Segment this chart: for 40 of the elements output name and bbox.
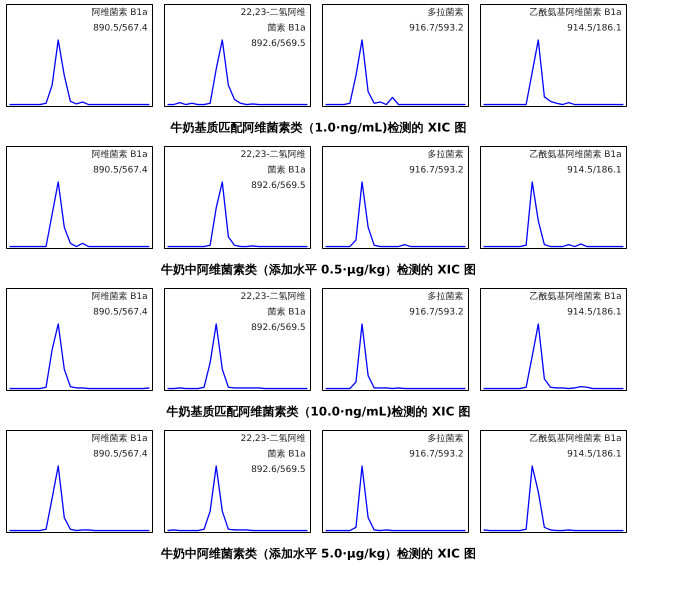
text: 多拉菌素 bbox=[428, 432, 464, 444]
text: 牛奶基质匹配阿维菌素类（1.0·ng/mL)检测的 XIC 图 bbox=[170, 120, 466, 134]
text: 多拉菌素 bbox=[428, 148, 464, 160]
text: 阿维菌素 B1a bbox=[91, 148, 148, 160]
text: 916.7/593.2 bbox=[409, 449, 464, 460]
text: 914.5/186.1 bbox=[567, 165, 622, 176]
text: 菌素 B1a bbox=[267, 22, 306, 34]
text: 菌素 B1a bbox=[267, 164, 306, 176]
text: 22,23-二氢阿维 bbox=[240, 148, 306, 160]
text: 890.5/567.4 bbox=[93, 307, 148, 318]
text: 916.7/593.2 bbox=[409, 165, 464, 176]
text: 22,23-二氢阿维 bbox=[240, 432, 306, 444]
text: 916.7/593.2 bbox=[409, 307, 464, 318]
text: 890.5/567.4 bbox=[93, 449, 148, 460]
text: 多拉菌素 bbox=[428, 290, 464, 302]
text: 890.5/567.4 bbox=[93, 165, 148, 176]
text: 22,23-二氢阿维 bbox=[240, 290, 306, 302]
text: 牛奶中阿维菌素类（添加水平 5.0·μg/kg）检测的 XIC 图 bbox=[160, 546, 476, 560]
text: 阿维菌素 B1a bbox=[91, 6, 148, 18]
text: 890.5/567.4 bbox=[93, 23, 148, 34]
text: 乙酰氨基阿维菌素 B1a bbox=[529, 148, 622, 160]
text: 914.5/186.1 bbox=[567, 307, 622, 318]
text: 乙酰氨基阿维菌素 B1a bbox=[529, 432, 622, 444]
text: 22,23-二氢阿维 bbox=[240, 6, 306, 18]
text: 阿维菌素 B1a bbox=[91, 432, 148, 444]
annotation: 892.6/569.5 bbox=[251, 322, 306, 333]
text: 牛奶中阿维菌素类（添加水平 0.5·μg/kg）检测的 XIC 图 bbox=[160, 262, 476, 276]
text: 阿维菌素 B1a bbox=[91, 290, 148, 302]
text: 916.7/593.2 bbox=[409, 23, 464, 34]
text: 乙酰氨基阿维菌素 B1a bbox=[529, 6, 622, 18]
text: 多拉菌素 bbox=[428, 6, 464, 18]
annotation: 892.6/569.5 bbox=[251, 38, 306, 49]
text: 牛奶基质匹配阿维菌素类（10.0·ng/mL)检测的 XIC 图 bbox=[165, 404, 471, 418]
annotation: 892.6/569.5 bbox=[251, 180, 306, 191]
text: 菌素 B1a bbox=[267, 448, 306, 460]
annotation: 892.6/569.5 bbox=[251, 464, 306, 475]
text: 乙酰氨基阿维菌素 B1a bbox=[529, 290, 622, 302]
text: 914.5/186.1 bbox=[567, 23, 622, 34]
text: 914.5/186.1 bbox=[567, 449, 622, 460]
text: 菌素 B1a bbox=[267, 306, 306, 318]
